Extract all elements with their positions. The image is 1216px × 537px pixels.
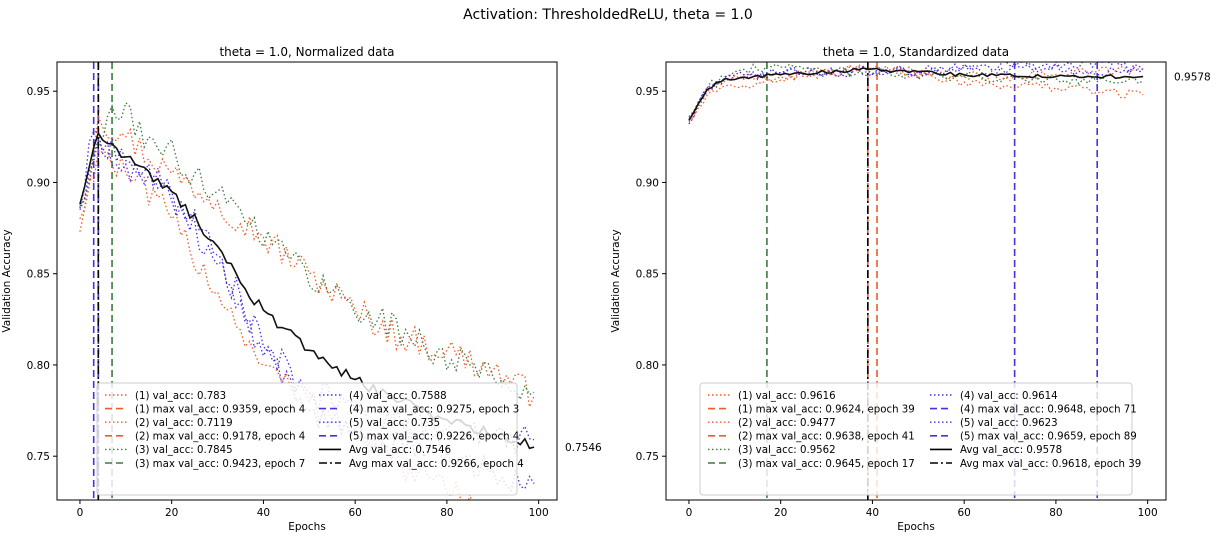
right-series-avg xyxy=(688,67,1144,121)
left-legend-val-run-1-label: (1) val_acc: 0.783 xyxy=(135,391,226,402)
left-y-tick-label: 0.75 xyxy=(27,451,50,463)
left-y-tick-label: 0.80 xyxy=(27,360,50,372)
left-legend: (1) val_acc: 0.783 (1) max val_acc: 0.935… xyxy=(96,382,524,496)
left-legend-val-run-4-label: (4) val_acc: 0.7588 xyxy=(349,391,447,402)
right-legend: (1) val_acc: 0.9616 (1) max val_acc: 0.96… xyxy=(699,382,1141,496)
right-x-tick-label: 60 xyxy=(957,507,970,519)
right-x-tick-label: 20 xyxy=(774,507,787,519)
right-legend-max-run-4-label: (4) max val_acc: 0.9648, epoch 71 xyxy=(960,404,1137,415)
left-x-tick-label: 100 xyxy=(529,507,549,519)
left-x-tick-label: 60 xyxy=(348,507,361,519)
left-legend-val-run-3-label: (3) val_acc: 0.7845 xyxy=(135,445,233,456)
right-y-tick-label: 0.75 xyxy=(636,451,659,463)
right-y-tick-label: 0.95 xyxy=(636,86,659,98)
right-legend-val-run-4-label: (4) val_acc: 0.9614 xyxy=(960,391,1058,402)
left-legend-max-run-1-label: (1) max val_acc: 0.9359, epoch 4 xyxy=(135,404,305,415)
left-x-tick-label: 80 xyxy=(440,507,453,519)
left-axes-title: theta = 1.0, Normalized data xyxy=(219,45,394,59)
right-legend-box xyxy=(699,382,1133,496)
left-x-axis-label: Epochs xyxy=(288,521,326,533)
left-series-run-1 xyxy=(79,114,535,410)
left-axes-frame xyxy=(56,61,558,501)
right-axes-title: theta = 1.0, Standardized data xyxy=(823,45,1009,59)
left-legend-max-run-3-label: (3) max val_acc: 0.9423, epoch 7 xyxy=(135,459,305,470)
right-legend-max-run-3-label: (3) max val_acc: 0.9645, epoch 17 xyxy=(738,459,915,470)
right-series-run-1 xyxy=(688,64,1144,121)
right-legend-max-run-5-label: (5) max val_acc: 0.9659, epoch 89 xyxy=(960,432,1137,443)
left-x-tick-label: 40 xyxy=(257,507,270,519)
left-legend-val-run-5-label: (5) val_acc: 0.735 xyxy=(349,418,440,429)
left-legend-avg-label: Avg val_acc: 0.7546 xyxy=(349,445,451,456)
left-legend-val-run-2-label: (2) val_acc: 0.7119 xyxy=(135,418,233,429)
left-panel: 0 20 40 60 80 100 0.75 0.80 0.85 0.90 0.95 theta = … xyxy=(1,45,602,533)
right-legend-val-run-2-label: (2) val_acc: 0.9477 xyxy=(738,418,836,429)
right-legend-val-run-5-label: (5) val_acc: 0.9623 xyxy=(960,418,1058,429)
left-avg-final-label: 0.7546 xyxy=(565,442,602,454)
right-legend-val-run-1-label: (1) val_acc: 0.9616 xyxy=(738,391,836,402)
left-legend-max-run-2-label: (2) max val_acc: 0.9178, epoch 4 xyxy=(135,432,305,443)
right-x-tick-label: 100 xyxy=(1138,507,1158,519)
right-legend-val-run-3-label: (3) val_acc: 0.9562 xyxy=(738,445,836,456)
right-legend-avg-max-label: Avg max val_acc: 0.9618, epoch 39 xyxy=(960,459,1141,470)
left-legend-max-run-4-label: (4) max val_acc: 0.9275, epoch 3 xyxy=(349,404,519,415)
left-y-tick-label: 0.90 xyxy=(27,177,50,189)
right-legend-max-run-2-label: (2) max val_acc: 0.9638, epoch 41 xyxy=(738,432,915,443)
right-series-run-3 xyxy=(688,63,1144,120)
right-y-tick-label: 0.80 xyxy=(636,360,659,372)
figure-suptitle: Activation: ThresholdedReLU, theta = 1.0 xyxy=(463,7,753,23)
left-y-tick-label: 0.95 xyxy=(27,86,50,98)
left-x-tick-label: 20 xyxy=(165,507,178,519)
left-legend-box xyxy=(96,382,518,496)
right-x-axis-label: Epochs xyxy=(897,521,935,533)
right-series-run-5 xyxy=(688,62,1144,118)
right-legend-avg-label: Avg val_acc: 0.9578 xyxy=(960,445,1062,456)
left-legend-max-run-5-label: (5) max val_acc: 0.9226, epoch 4 xyxy=(349,432,519,443)
left-x-tick-label: 0 xyxy=(77,507,84,519)
right-y-tick-label: 0.85 xyxy=(636,269,659,281)
right-panel: 0 20 40 60 80 100 0.75 0.80 0.85 0.90 0.95 theta = … xyxy=(610,45,1211,533)
right-avg-final-label: 0.9578 xyxy=(1174,72,1211,84)
left-y-tick-label: 0.85 xyxy=(27,269,50,281)
right-x-tick-label: 0 xyxy=(686,507,693,519)
right-y-tick-label: 0.90 xyxy=(636,177,659,189)
right-axes-frame xyxy=(665,61,1167,501)
right-legend-max-run-1-label: (1) max val_acc: 0.9624, epoch 39 xyxy=(738,404,915,415)
right-x-tick-label: 40 xyxy=(866,507,879,519)
left-y-axis-label: Validation Accuracy xyxy=(1,229,13,332)
left-legend-avg-max-label: Avg max val_acc: 0.9266, epoch 4 xyxy=(349,459,524,470)
right-y-axis-label: Validation Accuracy xyxy=(610,229,622,332)
right-x-tick-label: 80 xyxy=(1049,507,1062,519)
